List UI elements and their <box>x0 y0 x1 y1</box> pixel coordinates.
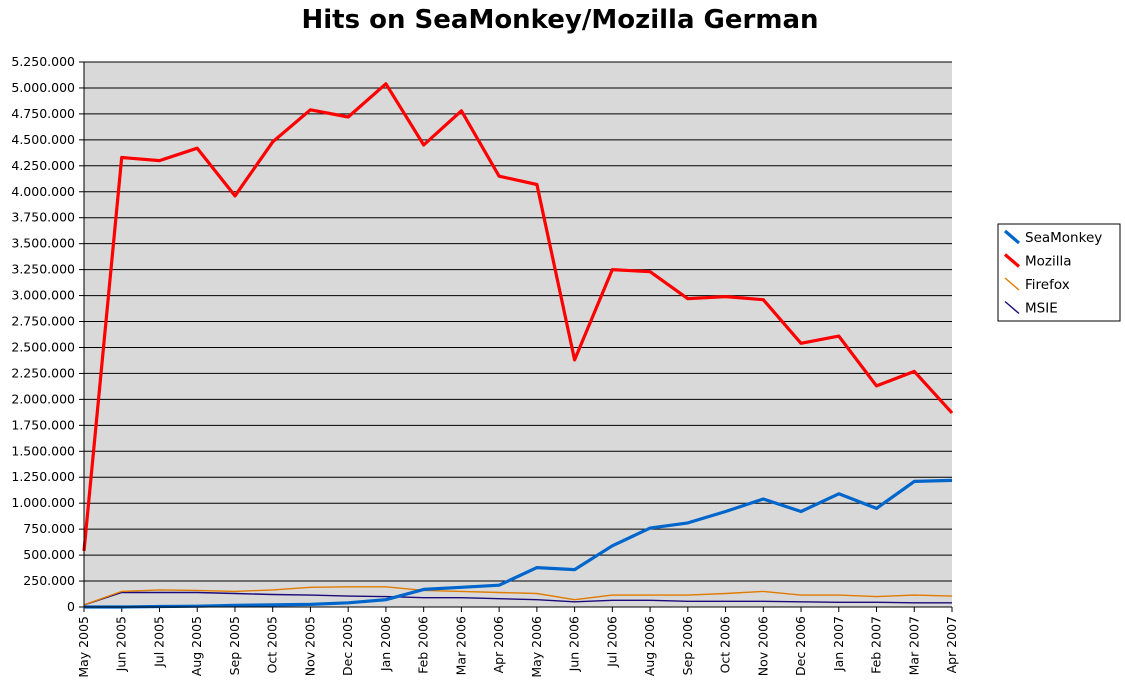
legend-swatch-mozilla <box>1003 253 1021 268</box>
y-tick-label: 3.000.000 <box>11 288 75 303</box>
x-tick-label: Aug 2005 <box>189 616 204 676</box>
y-tick-label: 2.250.000 <box>11 365 75 380</box>
plot-background <box>84 62 952 607</box>
x-tick-label: Sep 2006 <box>680 616 695 675</box>
x-tick-label: Oct 2006 <box>718 616 733 673</box>
x-tick-label: Aug 2006 <box>642 616 657 676</box>
x-tick-label: Jan 2006 <box>378 616 393 672</box>
gridlines <box>84 61 952 582</box>
y-tick-label: 2.000.000 <box>11 391 75 406</box>
legend-box <box>997 223 1121 322</box>
y-tick-label: 500.000 <box>23 547 75 562</box>
x-tick-label: Apr 2006 <box>491 616 506 673</box>
x-tick-label: Jul 2005 <box>151 616 166 668</box>
legend-label-mozilla: Mozilla <box>1025 254 1072 270</box>
y-tick-label: 4.250.000 <box>11 158 75 173</box>
y-tick-label: 1.500.000 <box>11 443 75 458</box>
y-tick-label: 3.750.000 <box>11 210 75 225</box>
y-tick-label: 0 <box>67 599 75 614</box>
x-tick-label: Dec 2006 <box>793 616 808 676</box>
x-tick-label: May 2006 <box>529 616 544 678</box>
x-tick-label: Jan 2007 <box>831 616 846 672</box>
y-tick-label: 750.000 <box>23 521 75 536</box>
legend-label-firefox: Firefox <box>1025 277 1070 293</box>
y-tick-label: 4.500.000 <box>11 132 75 147</box>
series-lines <box>82 82 954 609</box>
x-tick-label: Jun 2006 <box>567 616 582 672</box>
series-line-firefox <box>83 586 953 606</box>
x-tick-label: Feb 2007 <box>869 616 884 674</box>
y-tick-label: 2.500.000 <box>11 339 75 354</box>
x-tick-label: Oct 2005 <box>265 616 280 673</box>
y-tick-label: 5.250.000 <box>11 54 75 69</box>
series-line-mozilla <box>82 82 954 552</box>
x-tick-label: Mar 2007 <box>906 616 921 675</box>
y-axis-ticks: 0 250.000 500.000 750.000 1.000.000 1.250.000… <box>11 54 84 614</box>
legend-swatch-msie <box>1004 300 1020 315</box>
x-tick-label: Sep 2005 <box>227 616 242 675</box>
chart-title: Hits on SeaMonkey/Mozilla German <box>301 5 818 35</box>
x-tick-label: Apr 2007 <box>944 616 959 673</box>
axes <box>83 62 952 608</box>
x-tick-label: Nov 2006 <box>755 616 770 676</box>
y-tick-label: 4.000.000 <box>11 184 75 199</box>
y-tick-label: 2.750.000 <box>11 314 75 329</box>
y-tick-label: 1.750.000 <box>11 417 75 432</box>
y-tick-label: 250.000 <box>23 573 75 588</box>
y-tick-label: 1.000.000 <box>11 495 75 510</box>
x-tick-label: Jul 2006 <box>604 616 619 668</box>
legend-swatch-firefox <box>1004 277 1020 291</box>
x-axis-ticks: May 2005 Jun 2005 Jul 2005 Aug 2005 Sep 2005… <box>76 607 959 678</box>
x-tick-label: Jun 2005 <box>114 616 129 672</box>
y-tick-label: 5.000.000 <box>11 80 75 95</box>
y-tick-label: 1.250.000 <box>11 469 75 484</box>
x-tick-label: Dec 2005 <box>340 616 355 676</box>
y-tick-label: 4.750.000 <box>11 106 75 121</box>
x-tick-label: Feb 2006 <box>416 616 431 674</box>
x-tick-label: Mar 2006 <box>453 616 468 675</box>
x-tick-label: Nov 2005 <box>302 616 317 676</box>
x-tick-label: May 2005 <box>76 616 91 678</box>
legend: SeaMonkey Mozilla Firefox MSIE <box>997 223 1121 322</box>
y-tick-label: 3.500.000 <box>11 236 75 251</box>
legend-label-msie: MSIE <box>1025 301 1058 317</box>
legend-swatch-seamonkey <box>1003 229 1021 245</box>
y-tick-label: 3.250.000 <box>11 262 75 277</box>
legend-label-seamonkey: SeaMonkey <box>1025 230 1102 246</box>
series-line-seamonkey <box>84 478 953 609</box>
series-line-msie <box>83 591 952 606</box>
